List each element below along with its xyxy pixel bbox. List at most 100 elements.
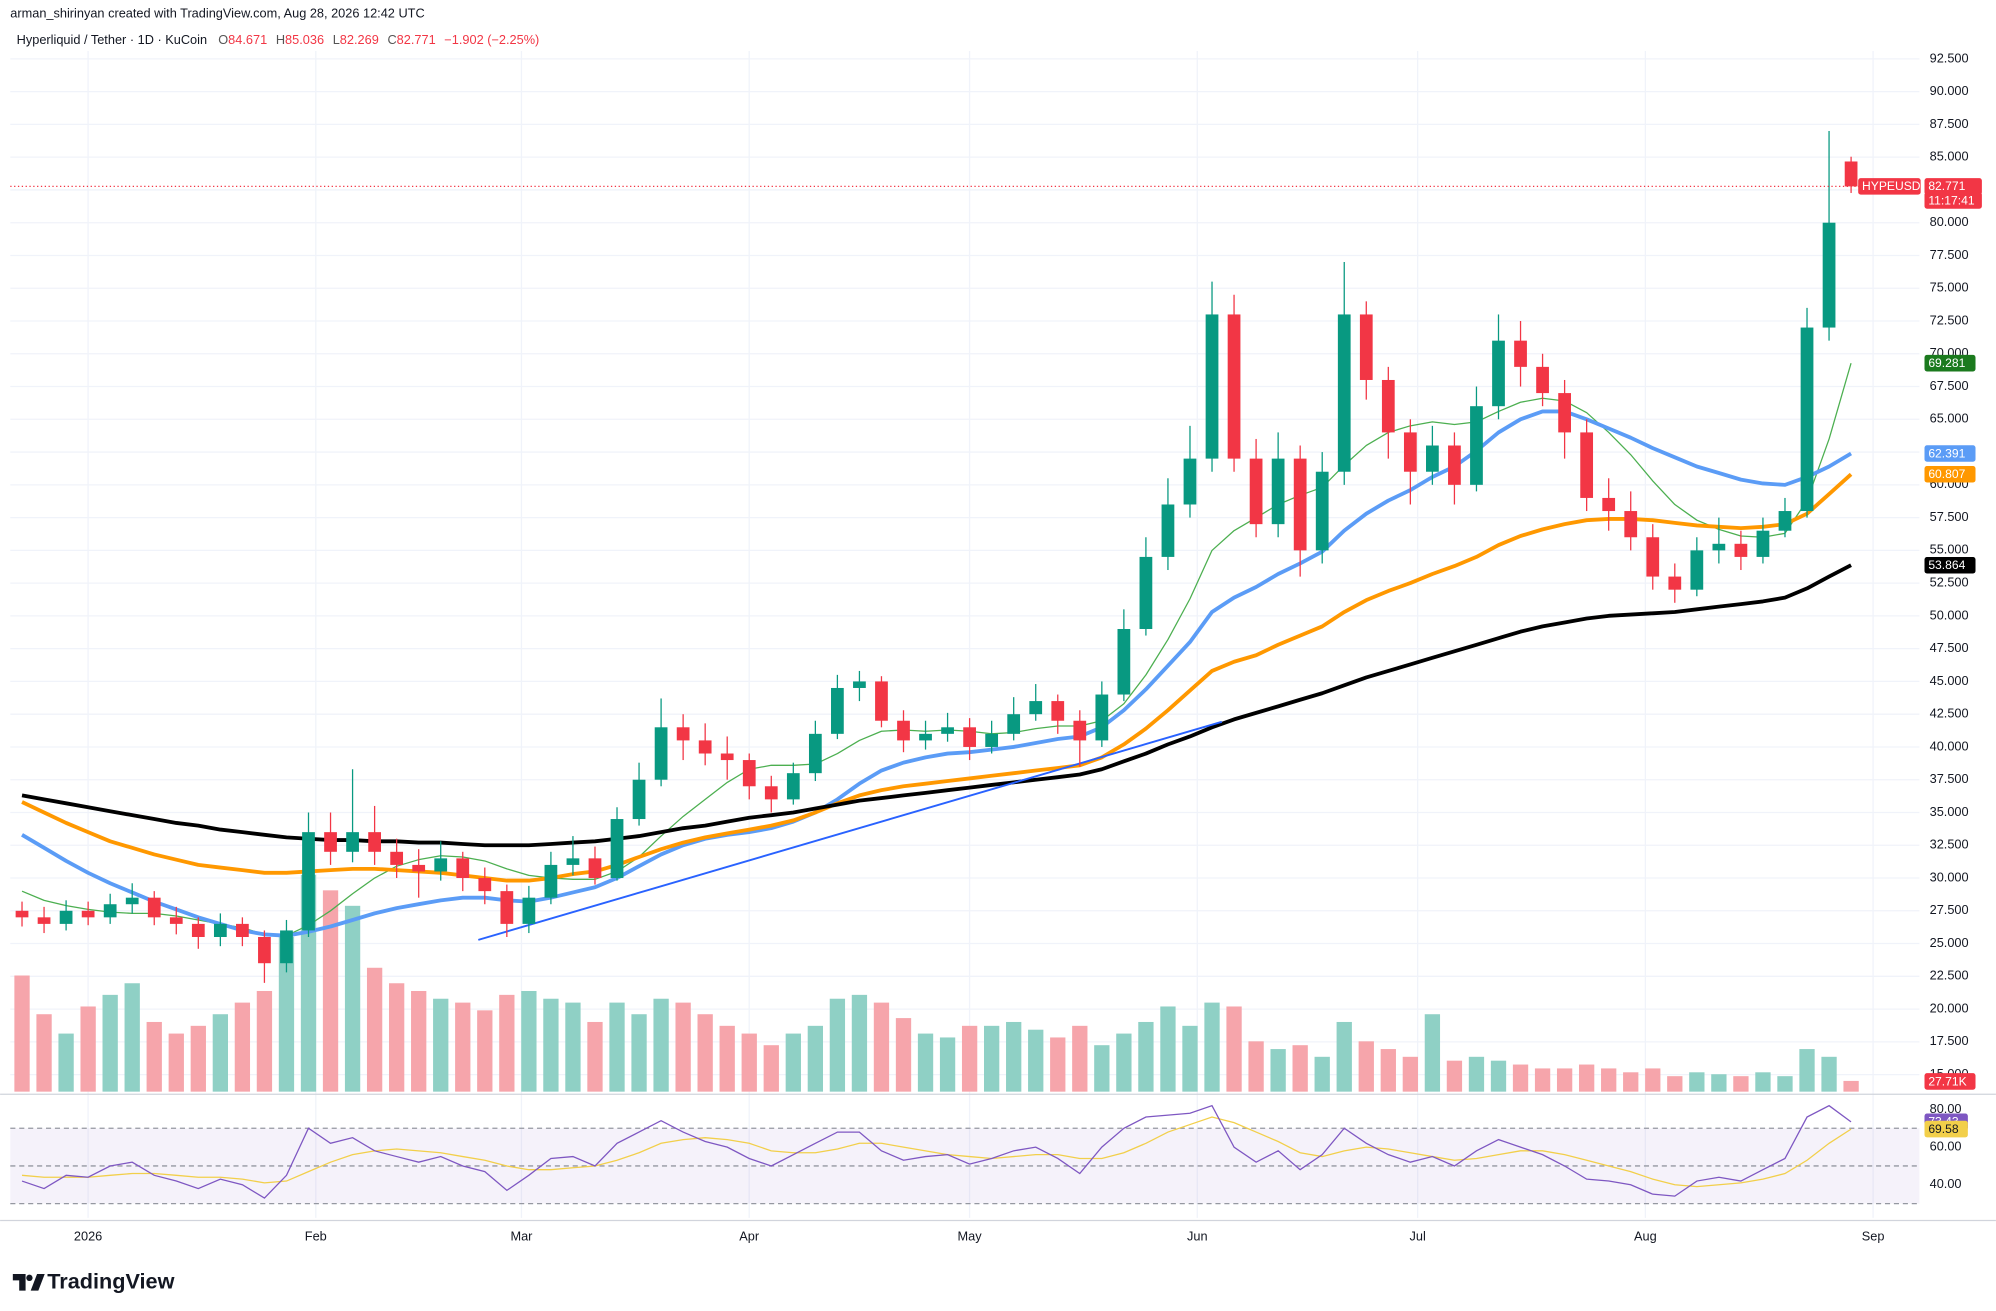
volume-bar <box>1468 1056 1485 1092</box>
ma-badge-bg <box>1924 445 1976 462</box>
volume-bar <box>1358 1041 1374 1092</box>
candle-body <box>588 858 602 879</box>
y-tick-label: 57.500 <box>1930 509 1969 524</box>
candle-body <box>1778 511 1792 531</box>
volume-bar <box>433 998 449 1092</box>
x-tick-label: May <box>958 1228 983 1243</box>
candle-body <box>808 733 822 774</box>
candle-body <box>236 923 249 937</box>
rsi-tick-label: 80.00 <box>1930 1101 1962 1116</box>
volume-bar <box>322 890 339 1092</box>
x-tick-label: Sep <box>1862 1228 1885 1243</box>
volume-bar <box>1248 1041 1264 1092</box>
candle-body <box>632 779 646 820</box>
logo-text: TradingView <box>47 1269 174 1294</box>
candle-body <box>1249 458 1263 525</box>
volume-bar <box>763 1045 779 1092</box>
volume-bar <box>146 1021 162 1092</box>
candle-body <box>1492 340 1505 407</box>
candle-body <box>15 910 29 918</box>
volume-bar <box>1645 1068 1661 1092</box>
y-tick-label: 55.000 <box>1930 542 1969 557</box>
candle-body <box>676 727 690 741</box>
symbol-badge: HYPEUSDT <box>1862 179 1929 193</box>
candle-body <box>1536 366 1549 394</box>
candle-body <box>1800 327 1814 512</box>
volume-bar <box>344 905 361 1092</box>
watermark: arman_shirinyan created with TradingView… <box>10 5 424 20</box>
candle-body <box>213 923 227 937</box>
candle-body <box>1227 314 1241 459</box>
candle-body <box>985 733 999 747</box>
candle-body <box>786 773 800 800</box>
volume-bar <box>256 990 273 1092</box>
candle-body <box>1734 543 1748 557</box>
candle-body <box>280 930 293 964</box>
candle-body <box>1315 471 1329 551</box>
y-tick-label: 80.000 <box>1930 214 1969 229</box>
volume-bar <box>58 1033 74 1092</box>
volume-bar <box>1050 1037 1066 1092</box>
volume-bar <box>80 1006 96 1092</box>
y-tick-label: 67.500 <box>1930 378 1969 393</box>
volume-bar <box>565 1002 581 1092</box>
volume-bar <box>1204 1002 1220 1092</box>
volume-bar <box>873 1002 890 1092</box>
candle-body <box>478 878 492 892</box>
candle-body <box>37 917 51 924</box>
volume-bar <box>719 1025 735 1092</box>
logo-icon <box>12 1274 45 1291</box>
volume-bar <box>1138 1021 1154 1092</box>
volume-bar <box>961 1025 978 1092</box>
ohlc-value: 85.036 <box>285 32 324 47</box>
candle-body <box>522 897 536 924</box>
candle-body <box>324 832 337 852</box>
volume-bar <box>1711 1074 1727 1092</box>
ma-badge-bg <box>1924 465 1976 483</box>
volume-bar <box>631 1014 647 1092</box>
candle-body <box>1205 314 1219 459</box>
volume-bar <box>1512 1064 1529 1092</box>
candle-body <box>1602 497 1616 512</box>
candle-body <box>1580 432 1594 498</box>
candle-body <box>302 832 315 931</box>
candle-body <box>1690 550 1704 590</box>
candle-body <box>1095 694 1109 741</box>
volume-bar <box>14 975 30 1092</box>
candle-body <box>1822 222 1836 328</box>
candle-body <box>566 858 580 865</box>
moving-average <box>21 472 1853 883</box>
candle-body <box>853 681 866 688</box>
candle-body <box>1448 445 1461 485</box>
candle-body <box>147 897 161 918</box>
volume-bar <box>1578 1064 1595 1092</box>
ohlc-letter: C <box>387 32 396 47</box>
ohlc-value: 82.771 <box>397 32 436 47</box>
volume-bar <box>1446 1060 1463 1092</box>
volume-bar <box>1534 1068 1551 1092</box>
symbol-header: Hyperliquid / Tether · 1D · KuCoin O84.6… <box>17 32 540 47</box>
volume-bar <box>983 1025 1000 1092</box>
volume-bar <box>1733 1076 1749 1092</box>
volume-bar <box>741 1033 757 1092</box>
y-tick-label: 72.500 <box>1930 312 1969 327</box>
ohlc-letter: H <box>276 32 285 47</box>
last-price-badge: 82.771 <box>1928 179 1965 193</box>
y-tick-label: 75.000 <box>1930 280 1969 295</box>
x-tick-label: Mar <box>510 1228 533 1243</box>
y-tick-label: 77.500 <box>1930 247 1969 262</box>
volume-bar <box>675 1002 691 1092</box>
moving-average <box>21 363 1852 937</box>
ma-badge-bg <box>1924 556 1976 574</box>
y-tick-label: 42.500 <box>1930 706 1969 721</box>
volume-bar <box>1182 1025 1198 1092</box>
candle-body <box>1051 701 1065 721</box>
candle-body <box>1470 406 1483 485</box>
countdown-badge: 11:17:41 <box>1928 193 1975 207</box>
candle-body <box>1514 340 1527 367</box>
moving-average <box>21 409 1853 938</box>
volume-bar <box>807 1025 824 1092</box>
y-tick-label: 92.500 <box>1930 50 1969 65</box>
y-tick-label: 30.000 <box>1930 869 1969 884</box>
volume-bar <box>697 1014 713 1092</box>
